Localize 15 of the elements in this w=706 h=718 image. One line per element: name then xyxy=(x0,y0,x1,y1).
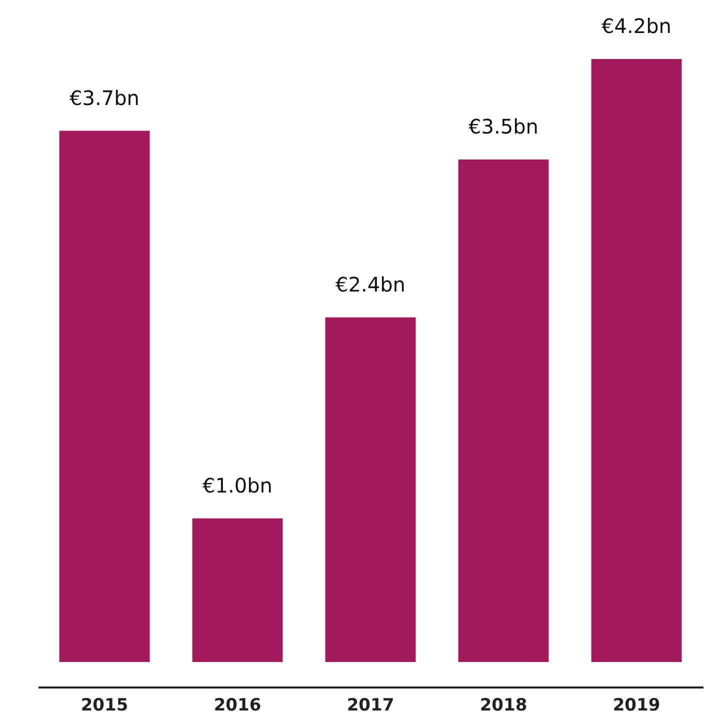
data-label: €2.4bn xyxy=(336,272,406,296)
bar xyxy=(325,317,416,662)
data-label: €3.7bn xyxy=(70,86,140,110)
bar xyxy=(59,130,150,662)
bar xyxy=(192,518,283,662)
x-tick-label: 2015 xyxy=(80,696,128,716)
x-tick-label: 2019 xyxy=(612,696,660,716)
data-label: €3.5bn xyxy=(468,114,538,138)
x-tick-label: 2016 xyxy=(214,696,262,716)
data-label: €4.2bn xyxy=(602,14,672,38)
x-tick-label: 2018 xyxy=(480,696,528,716)
bar xyxy=(458,160,549,662)
bar xyxy=(591,59,682,662)
x-tick-label: 2017 xyxy=(346,696,394,716)
data-label: €1.0bn xyxy=(202,473,272,498)
